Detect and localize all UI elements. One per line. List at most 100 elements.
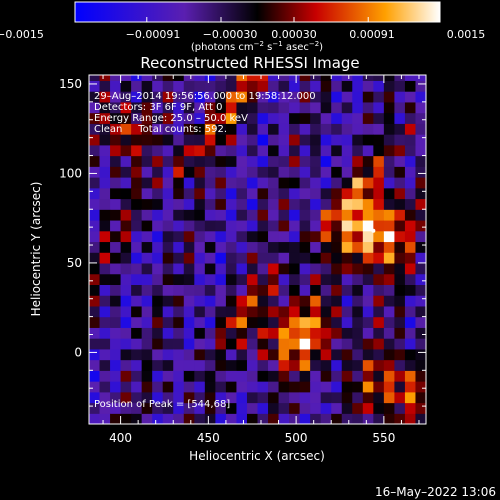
heatmap-cell [194, 402, 206, 414]
heatmap-cell [236, 391, 248, 404]
heatmap-cell [415, 252, 426, 264]
heatmap-cell [183, 359, 195, 371]
heatmap-cell [394, 370, 406, 382]
heatmap-cell [278, 262, 290, 275]
heatmap-cell [215, 241, 227, 253]
heatmap-cell [278, 187, 290, 200]
heatmap-cell [194, 209, 206, 221]
heatmap-cell [310, 359, 322, 371]
heatmap-cell [320, 273, 332, 285]
heatmap-cell [141, 370, 153, 382]
heatmap-cell [99, 144, 111, 157]
heatmap-cell [162, 413, 174, 424]
y-tick-label: 150 [59, 77, 82, 91]
heatmap-cell [120, 209, 132, 221]
heatmap-cell [289, 144, 301, 157]
heatmap-cell [415, 219, 426, 232]
heatmap-cell [373, 370, 385, 382]
heatmap-cell [236, 413, 248, 424]
heatmap-cell [110, 316, 122, 328]
heatmap-cell [131, 209, 143, 221]
y-tick-label: 0 [74, 345, 82, 359]
heatmap-cell [394, 123, 406, 135]
heatmap-cell [225, 262, 238, 275]
heatmap-cell [404, 262, 417, 275]
heatmap-cell [352, 134, 364, 146]
heatmap-cell [183, 305, 195, 318]
heatmap-cell [162, 316, 174, 328]
heatmap-cell [289, 112, 301, 124]
heatmap-cell [89, 123, 101, 135]
heatmap-cell [215, 101, 227, 114]
heatmap-cell [299, 166, 311, 178]
heatmap-cell [362, 252, 374, 264]
heatmap-cell [362, 348, 374, 361]
heatmap-cell [89, 262, 101, 275]
heatmap-cell [236, 134, 248, 146]
heatmap-cell [246, 273, 259, 285]
heatmap-cell [131, 327, 143, 339]
heatmap-cell [257, 391, 269, 404]
heatmap-cell [236, 252, 248, 264]
heatmap-cell [99, 381, 111, 393]
heatmap-cell [310, 391, 322, 404]
heatmap-cell [225, 198, 238, 210]
y-tick-labels: 0 50 100 150 [59, 77, 82, 359]
heatmap-cell [394, 155, 406, 167]
heatmap-cell [415, 209, 426, 221]
heatmap-cell [383, 391, 396, 404]
heatmap-cell [278, 295, 290, 307]
heatmap-cell [99, 198, 111, 210]
heatmap-cell [110, 123, 122, 135]
heatmap-cell [299, 144, 311, 157]
heatmap-cell [236, 262, 248, 275]
heatmap-cell [194, 166, 206, 178]
heatmap-cell [110, 381, 122, 393]
heatmap-cell [204, 316, 216, 328]
heatmap-cell [110, 187, 122, 200]
heatmap-cell [246, 391, 259, 404]
heatmap-cell [268, 370, 280, 382]
heatmap-cell [331, 123, 343, 135]
heatmap-cell [320, 370, 332, 382]
heatmap-cell [183, 166, 195, 178]
heatmap-cell [131, 134, 143, 146]
heatmap-cell [310, 230, 322, 243]
heatmap-cell [131, 91, 143, 103]
heatmap-cell [415, 230, 426, 243]
heatmap-cell [394, 144, 406, 157]
heatmap-cell [268, 381, 280, 393]
heatmap-cell [341, 391, 353, 404]
heatmap-cell [236, 144, 248, 157]
heatmap-cell [373, 187, 385, 200]
heatmap-cell [404, 413, 417, 424]
heatmap-cell [383, 305, 396, 318]
heatmap-cell [110, 219, 122, 232]
heatmap-cell [310, 305, 322, 318]
annotation-detectors: Detectors: 3F 6F 9F, Att 0 [94, 102, 222, 113]
heatmap-cell [99, 370, 111, 382]
heatmap-cell [320, 284, 332, 296]
heatmap-cell [373, 155, 385, 167]
heatmap-cell [99, 413, 111, 424]
heatmap-cell [173, 402, 185, 414]
heatmap-cell [373, 262, 385, 275]
heatmap-cell [278, 75, 290, 81]
heatmap-cell [204, 198, 216, 210]
heatmap-cell [120, 338, 132, 350]
heatmap-cell [394, 80, 406, 92]
heatmap-cell [331, 80, 343, 92]
heatmap-cell [310, 209, 322, 221]
heatmap-cell [394, 187, 406, 200]
heatmap-cell [99, 348, 111, 361]
heatmap-cell [194, 327, 206, 339]
heatmap-cell [236, 273, 248, 285]
heatmap-cell [257, 273, 269, 285]
heatmap-cell [320, 295, 332, 307]
heatmap-cell [204, 370, 216, 382]
heatmap-cell [394, 219, 406, 232]
heatmap-cell [341, 144, 353, 157]
heatmap-cell [194, 252, 206, 264]
heatmap-cell [89, 112, 101, 124]
heatmap-cell [110, 134, 122, 146]
